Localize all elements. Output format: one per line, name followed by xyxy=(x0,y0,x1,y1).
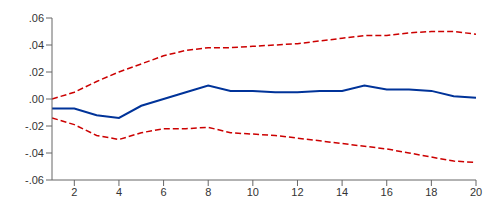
svg-text:.02: .02 xyxy=(29,66,44,78)
svg-text:6: 6 xyxy=(161,186,167,198)
svg-text:10: 10 xyxy=(247,186,259,198)
svg-text:-.06: -.06 xyxy=(25,174,44,186)
svg-text:-.04: -.04 xyxy=(25,147,44,159)
svg-text:8: 8 xyxy=(205,186,211,198)
svg-text:.04: .04 xyxy=(29,39,44,51)
svg-text:.06: .06 xyxy=(29,12,44,24)
svg-text:2: 2 xyxy=(71,186,77,198)
svg-text:12: 12 xyxy=(291,186,303,198)
svg-text:16: 16 xyxy=(381,186,393,198)
svg-text:4: 4 xyxy=(116,186,122,198)
svg-text:.00: .00 xyxy=(29,93,44,105)
svg-text:14: 14 xyxy=(336,186,348,198)
svg-text:20: 20 xyxy=(470,186,482,198)
svg-text:18: 18 xyxy=(425,186,437,198)
svg-text:-.02: -.02 xyxy=(25,120,44,132)
